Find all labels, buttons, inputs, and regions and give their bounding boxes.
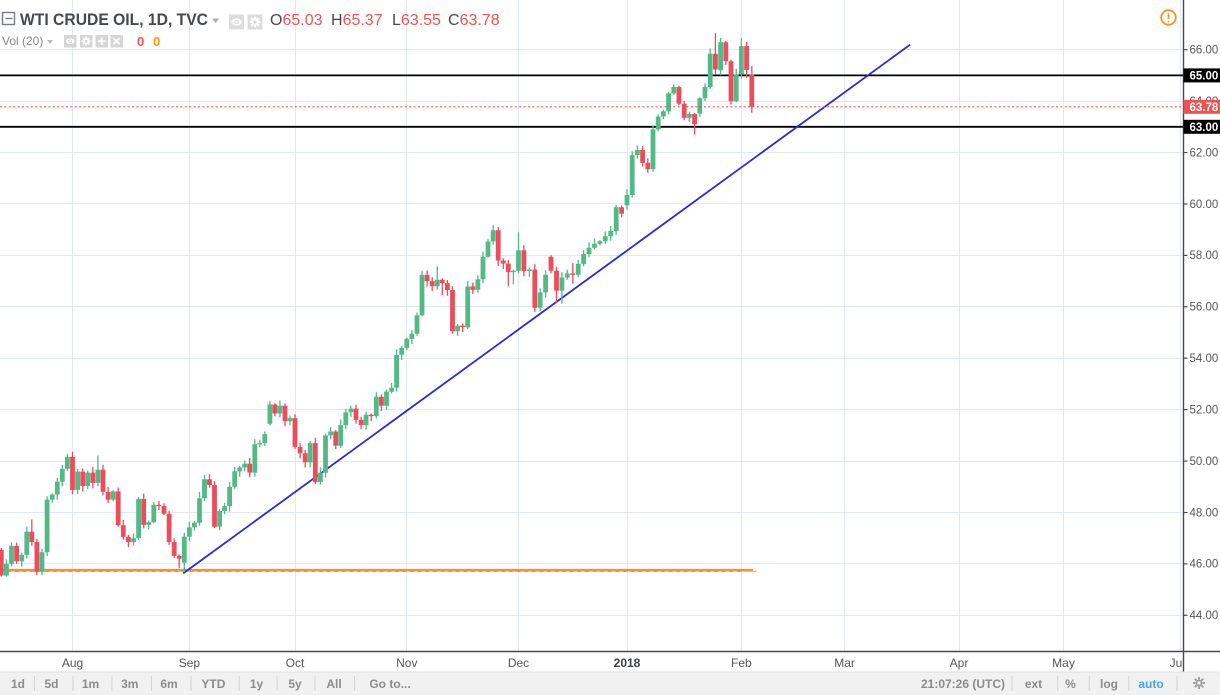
svg-text:58.00: 58.00 xyxy=(1190,250,1219,262)
svg-text:5y: 5y xyxy=(288,677,302,691)
svg-text:63.00: 63.00 xyxy=(1190,122,1219,134)
svg-text:Dec: Dec xyxy=(508,656,529,670)
svg-text:66.00: 66.00 xyxy=(1190,45,1219,57)
svg-text:Ju: Ju xyxy=(1170,656,1183,670)
svg-text:5d: 5d xyxy=(44,677,58,691)
svg-text:Aug: Aug xyxy=(62,656,83,670)
svg-text:56.00: 56.00 xyxy=(1190,302,1219,314)
svg-text:46.00: 46.00 xyxy=(1190,559,1219,571)
svg-text:Sep: Sep xyxy=(179,656,201,670)
svg-text:21:07:26 (UTC): 21:07:26 (UTC) xyxy=(921,677,1005,691)
svg-text:Vol (20): Vol (20) xyxy=(2,34,43,48)
svg-text:52.00: 52.00 xyxy=(1190,404,1219,416)
svg-text:L63.55: L63.55 xyxy=(392,12,441,29)
svg-text:3m: 3m xyxy=(121,677,138,691)
svg-text:54.00: 54.00 xyxy=(1190,353,1219,365)
svg-text:1y: 1y xyxy=(250,677,264,691)
svg-text:YTD: YTD xyxy=(201,677,225,691)
svg-text:auto: auto xyxy=(1138,677,1163,691)
svg-text:H65.37: H65.37 xyxy=(331,12,383,29)
svg-text:O65.03: O65.03 xyxy=(270,12,323,29)
svg-text:May: May xyxy=(1052,656,1075,670)
svg-text:Apr: Apr xyxy=(950,656,969,670)
svg-text:WTI CRUDE OIL, 1D, TVC: WTI CRUDE OIL, 1D, TVC xyxy=(20,10,208,29)
svg-text:0: 0 xyxy=(153,34,160,49)
svg-text:60.00: 60.00 xyxy=(1190,199,1219,211)
svg-text:%: % xyxy=(1065,677,1076,691)
svg-text:Oct: Oct xyxy=(286,656,305,670)
svg-text:50.00: 50.00 xyxy=(1190,456,1219,468)
svg-text:Nov: Nov xyxy=(396,656,417,670)
svg-text:log: log xyxy=(1100,677,1118,691)
svg-text:0: 0 xyxy=(137,34,144,49)
svg-text:1d: 1d xyxy=(11,677,25,691)
svg-text:Go to...: Go to... xyxy=(369,677,410,691)
svg-text:C63.78: C63.78 xyxy=(448,12,500,29)
svg-text:All: All xyxy=(326,677,341,691)
svg-text:62.00: 62.00 xyxy=(1190,147,1219,159)
svg-text:1m: 1m xyxy=(82,677,99,691)
svg-text:65.00: 65.00 xyxy=(1190,70,1219,82)
svg-text:48.00: 48.00 xyxy=(1190,507,1219,519)
svg-text:63.78: 63.78 xyxy=(1190,102,1219,114)
svg-text:6m: 6m xyxy=(160,677,177,691)
svg-text:Mar: Mar xyxy=(834,656,855,670)
svg-text:44.00: 44.00 xyxy=(1190,610,1219,622)
svg-text:2018: 2018 xyxy=(614,656,641,670)
svg-text:Feb: Feb xyxy=(731,656,752,670)
svg-text:ext: ext xyxy=(1025,677,1042,691)
